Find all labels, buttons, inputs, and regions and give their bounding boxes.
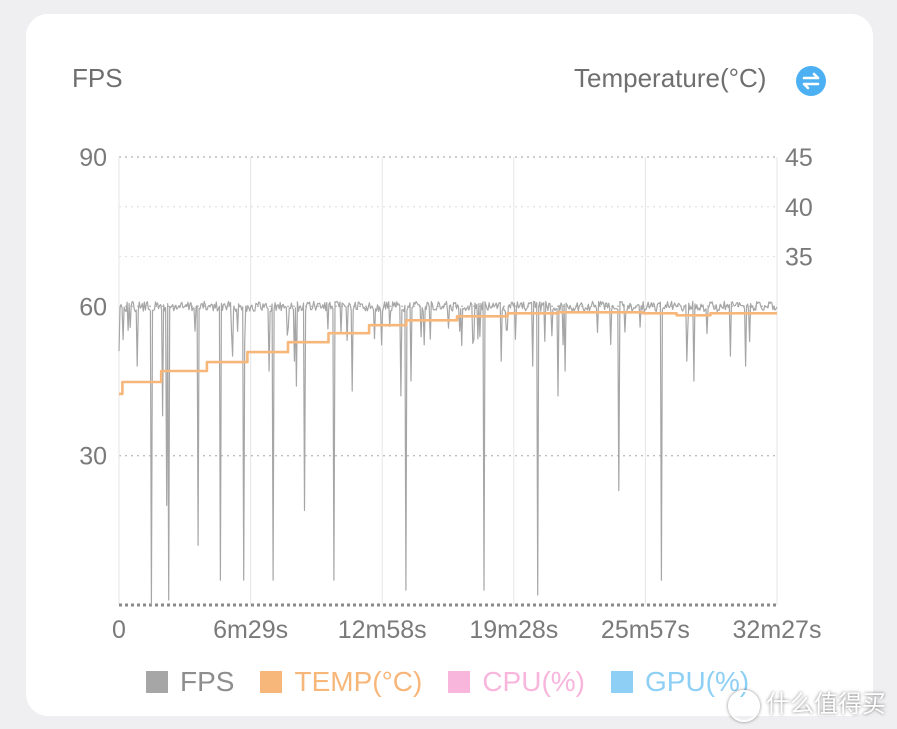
left-y-tick-label: 90 bbox=[79, 144, 107, 172]
watermark-text: 什么值得买 bbox=[766, 691, 886, 718]
watermark: 什么值得买 bbox=[728, 684, 886, 722]
legend-label: TEMP(°C) bbox=[294, 666, 423, 697]
right-y-tick-label: 35 bbox=[785, 244, 813, 272]
legend-label: CPU(%) bbox=[482, 666, 585, 697]
x-tick-label: 12m58s bbox=[338, 616, 427, 644]
legend-swatch bbox=[260, 671, 283, 693]
x-tick-label: 0 bbox=[112, 616, 126, 644]
legend-swatch bbox=[611, 671, 633, 693]
left-y-tick-label: 30 bbox=[79, 443, 107, 471]
legend-item-tempc[interactable]: TEMP(°C) bbox=[260, 666, 422, 698]
legend-label: GPU(%) bbox=[645, 666, 750, 697]
temp-series-line bbox=[119, 310, 777, 396]
legend-swatch bbox=[448, 671, 471, 693]
right-y-tick-label: 45 bbox=[785, 144, 813, 172]
fps-axis-title: FPS bbox=[72, 63, 123, 93]
x-tick-label: 19m28s bbox=[469, 616, 558, 644]
right-y-tick-label: 40 bbox=[785, 194, 813, 222]
temperature-axis-title: Temperature(°C) bbox=[574, 63, 767, 93]
chart-legend: FPS TEMP(°C) CPU(%) GPU(%) bbox=[146, 662, 775, 702]
legend-swatch bbox=[146, 671, 168, 693]
fps-series-line bbox=[118, 300, 778, 606]
legend-item-fps[interactable]: FPS bbox=[146, 666, 234, 698]
left-y-tick-label: 60 bbox=[79, 293, 107, 321]
legend-label: FPS bbox=[180, 666, 235, 697]
swap-arrows-icon[interactable] bbox=[796, 66, 826, 96]
zhidemai-logo-icon bbox=[728, 689, 760, 722]
legend-item-gpu[interactable]: GPU(%) bbox=[611, 666, 749, 698]
legend-item-cpu[interactable]: CPU(%) bbox=[448, 666, 585, 698]
x-tick-label: 32m27s bbox=[733, 616, 822, 644]
x-tick-label: 25m57s bbox=[601, 616, 690, 644]
x-tick-label: 6m29s bbox=[213, 616, 288, 644]
